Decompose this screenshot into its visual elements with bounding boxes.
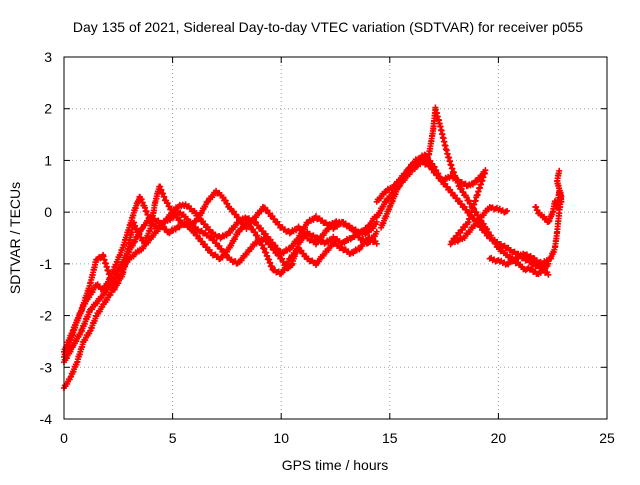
data-point xyxy=(222,197,229,204)
x-tick-label: 25 xyxy=(599,430,615,446)
data-point xyxy=(279,255,286,262)
x-tick-label: 10 xyxy=(273,430,289,446)
data-point xyxy=(224,200,231,207)
x-axis-ticks: 0 5 10 15 20 25 xyxy=(60,57,615,446)
data-point xyxy=(460,189,467,196)
y-tick-label: -2 xyxy=(40,308,53,324)
data-point xyxy=(458,185,465,192)
y-tick-label: 3 xyxy=(44,49,52,65)
data-point xyxy=(504,207,511,214)
data-point xyxy=(429,160,436,167)
y-tick-label: 2 xyxy=(44,101,52,117)
y-tick-label: -3 xyxy=(40,359,53,375)
data-point xyxy=(463,194,470,201)
x-tick-label: 15 xyxy=(382,430,398,446)
data-point xyxy=(373,228,380,235)
y-tick-label: -1 xyxy=(40,256,53,272)
data-point xyxy=(556,167,563,174)
x-tick-label: 0 xyxy=(60,430,68,446)
x-axis-label: GPS time / hours xyxy=(282,457,389,473)
plot-frame xyxy=(63,56,608,420)
y-tick-label: 0 xyxy=(44,204,52,220)
data-point xyxy=(164,200,171,207)
data-point xyxy=(483,226,490,233)
chart-title: Day 135 of 2021, Sidereal Day-to-day VTE… xyxy=(73,19,583,35)
data-point xyxy=(558,198,565,205)
data-point xyxy=(373,240,380,247)
y-tick-label: 1 xyxy=(44,152,52,168)
data-point xyxy=(527,265,534,272)
data-point xyxy=(545,271,552,278)
data-point xyxy=(295,223,302,230)
data-point xyxy=(466,197,473,204)
y-axis-ticks: -4 -3 -2 -1 0 1 2 3 xyxy=(40,49,607,427)
data-point xyxy=(168,206,175,213)
y-axis-label: SDTVAR / TECUs xyxy=(7,182,23,294)
data-points xyxy=(61,104,565,391)
x-tick-label: 20 xyxy=(491,430,507,446)
y-tick-label: -4 xyxy=(40,411,53,427)
data-point xyxy=(220,194,227,201)
data-point xyxy=(166,203,173,210)
x-tick-label: 5 xyxy=(169,430,177,446)
